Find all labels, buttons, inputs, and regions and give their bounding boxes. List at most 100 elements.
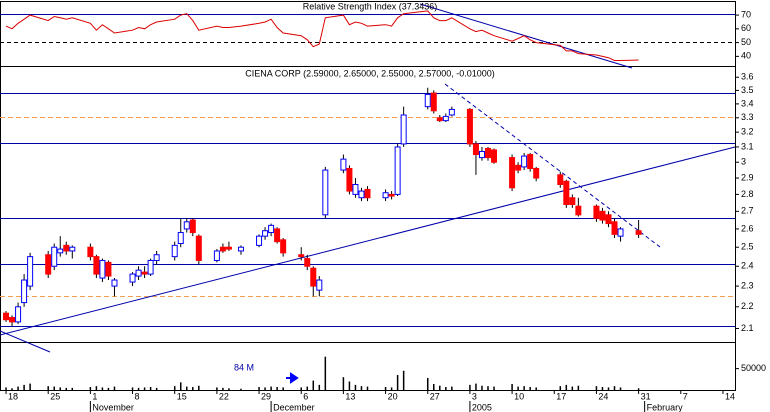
candle-up: [262, 230, 269, 237]
x-tick-label: 15: [177, 391, 187, 401]
x-tick-label: 13: [345, 391, 355, 401]
candle-down: [219, 246, 226, 252]
candle-down: [87, 246, 94, 258]
volume-bar: [258, 387, 260, 390]
volume-bar: [137, 387, 140, 390]
x-tick-label: 29: [261, 391, 271, 401]
candle-up: [21, 279, 28, 304]
volume-bar: [113, 386, 116, 390]
volume-bar: [228, 388, 230, 390]
y-tick-label: 2.6: [741, 223, 754, 233]
candle-down: [635, 230, 642, 235]
candle-down: [611, 221, 618, 235]
volume-bar: [5, 387, 7, 390]
volume-bar: [565, 384, 568, 390]
rsi-title: Relative Strength Index (37.3436): [303, 1, 438, 11]
volume-bar: [186, 386, 188, 390]
volume-bar: [523, 386, 525, 390]
volume-bar: [469, 384, 471, 390]
candle-down: [274, 228, 281, 243]
candle-down: [563, 180, 570, 205]
y-tick-label: 2.4: [741, 261, 754, 271]
candle-up: [147, 259, 154, 275]
x-tick-label: 8: [135, 391, 140, 401]
x-tick-label: 22: [219, 391, 229, 401]
candle-down: [225, 246, 232, 250]
volume-bar: [402, 370, 405, 390]
candle-down: [105, 261, 112, 277]
volume-bar: [65, 387, 68, 390]
volume-bar: [426, 378, 429, 390]
volume-bar: [354, 384, 357, 390]
trendline: [0, 330, 51, 353]
rsi-trendline: [419, 3, 633, 69]
candle-down: [484, 147, 491, 159]
candle-down: [298, 254, 305, 258]
candle-up: [256, 235, 263, 246]
x-tick-label: 7: [683, 391, 688, 401]
y-tick-label: 50: [741, 37, 751, 47]
volume-bar: [384, 387, 387, 390]
volume-bar: [11, 388, 13, 390]
volume-bar: [535, 387, 537, 390]
volume-annotation: 84 M: [234, 362, 254, 372]
y-tick-label: 70: [741, 9, 751, 19]
candle-down: [491, 149, 498, 163]
candle-up: [394, 146, 401, 195]
y-tick-label: 3.1: [741, 141, 754, 151]
volume-bar: [475, 383, 477, 390]
volume-bar: [29, 383, 31, 390]
candle-down: [430, 92, 437, 112]
trendline: [444, 83, 661, 248]
price-title: CIENA CORP (2.59000, 2.65000, 2.55000, 2…: [245, 68, 495, 78]
candle-down: [533, 167, 540, 179]
y-tick-label: 2.2: [741, 301, 754, 311]
volume-bar: [619, 387, 622, 390]
volume-bar: [637, 388, 640, 390]
candle-down: [346, 167, 353, 192]
x-tick-label: 18: [8, 391, 18, 401]
volume-bar: [306, 386, 309, 390]
volume-bar: [264, 387, 266, 390]
candle-down: [304, 258, 311, 267]
x-tick-label: 31: [641, 391, 651, 401]
candle-down: [557, 174, 564, 186]
candle-down: [3, 312, 10, 321]
volume-bar: [192, 387, 194, 390]
y-tick-label: 40: [741, 51, 751, 61]
candle-up: [69, 246, 76, 252]
candle-up: [15, 306, 22, 323]
volume-bar: [312, 380, 315, 390]
volume-bar: [318, 384, 321, 390]
volume-bar: [348, 381, 351, 390]
candle-up: [340, 158, 347, 171]
volume-bar: [601, 387, 604, 390]
volume-bar: [282, 387, 284, 390]
candle-up: [322, 169, 329, 216]
volume-bar: [23, 384, 25, 390]
volume-bar: [342, 377, 345, 390]
candle-up: [111, 279, 118, 287]
volume-bar: [53, 386, 55, 390]
volume-bar: [95, 386, 98, 390]
candle-down: [189, 219, 196, 234]
volume-bar: [511, 384, 513, 390]
candle-down: [605, 214, 612, 225]
x-tick-label: 27: [430, 391, 440, 401]
volume-bar: [493, 386, 495, 390]
candle-up: [237, 246, 244, 252]
candle-up: [442, 115, 449, 122]
volume-bar: [216, 387, 218, 390]
candle-up: [183, 221, 190, 230]
y-tick-label: 2.3: [741, 280, 754, 290]
candle-down: [280, 239, 287, 254]
month-label: November: [92, 402, 134, 412]
volume-bar: [595, 386, 598, 390]
candle-down: [515, 164, 522, 171]
candle-up: [153, 254, 160, 261]
y-tick-label: 3.2: [741, 127, 754, 137]
month-label: December: [273, 402, 315, 412]
candle-up: [478, 150, 485, 159]
volume-bar: [143, 387, 146, 390]
